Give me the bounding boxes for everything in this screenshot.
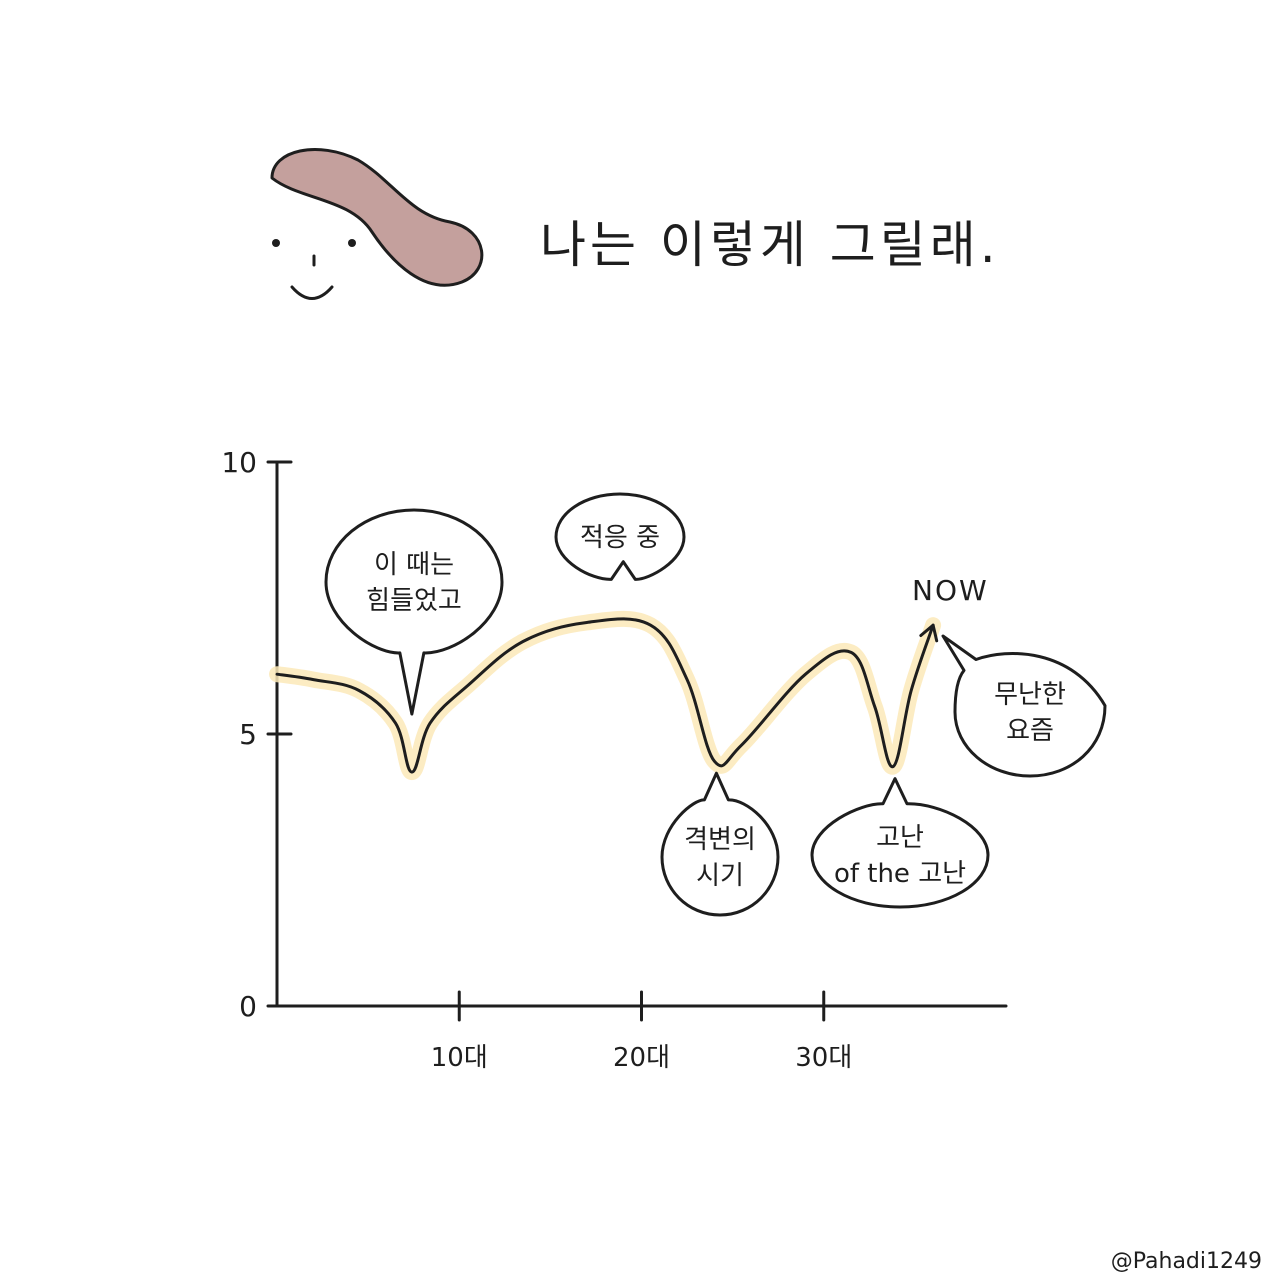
speech-bubble-shape — [324, 508, 504, 716]
speech-bubble-shape — [810, 777, 990, 909]
x-tick-label: 20대 — [613, 1043, 670, 1073]
avatar-right-eye — [348, 239, 356, 247]
avatar-mouth — [290, 285, 334, 300]
x-tick-label: 30대 — [795, 1043, 852, 1073]
speech-bubble: 적응 중 — [554, 492, 686, 581]
y-tick-label: 0 — [239, 990, 257, 1023]
now-label: NOW — [912, 574, 989, 607]
annotation-text: 격변의 — [684, 825, 756, 855]
y-tick-label: 10 — [221, 446, 257, 479]
avatar-hair — [270, 148, 484, 287]
annotation-text: of the 고난 — [834, 859, 966, 889]
arrow-up-right-icon — [919, 623, 939, 643]
speech-bubble-shape — [941, 634, 1107, 778]
y-axis-ticks: 0 5 10 — [221, 446, 293, 1023]
annotation-text: 이 때는 — [374, 550, 454, 580]
y-tick-label: 5 — [239, 718, 257, 751]
x-tick-label: 10대 — [431, 1043, 488, 1073]
page-title: 나는 이렇게 그릴래. — [540, 216, 1000, 274]
smiling-face-with-hair-icon — [270, 148, 484, 300]
x-axis-ticks: 10대 20대 30대 — [431, 990, 852, 1073]
annotation-text: 힘들었고 — [366, 586, 462, 616]
annotation-text: 고난 — [876, 823, 924, 853]
speech-bubble-shape — [554, 492, 686, 581]
signature: @Pahadi1249 — [1111, 1249, 1262, 1274]
speech-bubble: 고난 of the 고난 — [810, 777, 990, 909]
speech-bubble-shape — [660, 771, 780, 917]
series-line — [275, 617, 935, 774]
annotation-text: 무난한 — [994, 680, 1066, 710]
annotation-text: 요즘 — [1006, 716, 1054, 746]
annotation-text: 시기 — [696, 861, 744, 891]
annotation-text: 적응 중 — [580, 523, 660, 553]
avatar-left-eye — [272, 239, 280, 247]
